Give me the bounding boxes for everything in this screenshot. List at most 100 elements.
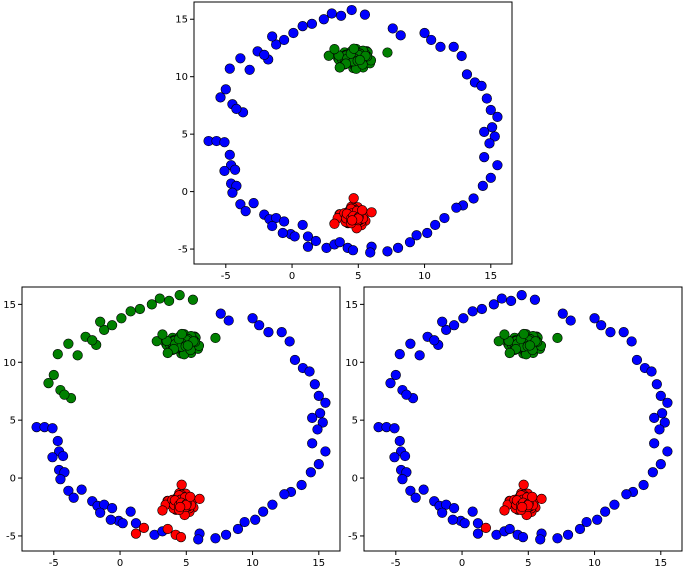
ring-point xyxy=(307,412,318,423)
ring-point xyxy=(626,336,637,347)
ring-point xyxy=(105,514,116,525)
bottom-point-red xyxy=(162,523,173,535)
ring-point xyxy=(484,138,495,149)
ring-point xyxy=(481,93,492,104)
ring-point xyxy=(52,435,63,447)
ring-point xyxy=(394,349,405,360)
ring-point xyxy=(449,503,460,514)
ring-point xyxy=(392,242,404,254)
bottom-point xyxy=(472,528,484,539)
ring-point xyxy=(389,423,400,434)
ring-point xyxy=(220,529,232,540)
x-tick-label: 0 xyxy=(117,558,123,569)
ring-point xyxy=(459,518,470,529)
ring-point xyxy=(429,335,440,346)
ring-point xyxy=(487,122,498,133)
green-cluster-point xyxy=(552,332,563,344)
x-tick-label: -5 xyxy=(221,271,231,282)
ring-point xyxy=(302,231,314,242)
ring-point xyxy=(492,111,503,123)
ring-point xyxy=(397,474,408,485)
y-tick-label: 15 xyxy=(345,300,358,311)
ring-point xyxy=(581,516,592,528)
ring-point xyxy=(657,408,668,419)
points-layer xyxy=(373,290,673,545)
axes-frame xyxy=(363,286,683,552)
ring-point xyxy=(219,165,230,177)
ring-point xyxy=(215,308,226,319)
bottom-point xyxy=(334,237,345,248)
ring-point xyxy=(476,303,488,315)
ring-point xyxy=(461,69,473,80)
ring-point xyxy=(655,390,666,401)
red-cluster-point xyxy=(157,505,168,516)
green-cluster-point xyxy=(329,44,340,55)
ring-point xyxy=(276,327,287,338)
ring-point xyxy=(638,479,649,491)
ring-point xyxy=(248,198,259,209)
y-tick-label: 5 xyxy=(182,130,188,141)
ring-point-green xyxy=(43,378,54,389)
ring-point xyxy=(401,389,412,400)
red-cluster-point xyxy=(536,493,547,504)
green-cluster-point xyxy=(499,329,510,340)
ring-point xyxy=(649,412,660,423)
green-cluster-point xyxy=(162,347,173,359)
ring-point xyxy=(404,237,416,248)
x-tick-label: 10 xyxy=(246,558,259,569)
ring-point xyxy=(430,219,441,231)
ring-point xyxy=(320,446,331,457)
ring-point xyxy=(258,506,269,517)
ring-point-green xyxy=(163,295,175,306)
ring-point xyxy=(649,438,660,449)
ring-point xyxy=(279,489,290,500)
ring-point xyxy=(492,160,503,171)
ring-point xyxy=(618,327,629,338)
green-cluster-point xyxy=(518,328,529,340)
ring-point xyxy=(439,212,450,224)
ring-point xyxy=(267,499,278,510)
ring-point-green xyxy=(106,320,118,331)
ring-point xyxy=(389,452,400,463)
ring-point xyxy=(485,172,496,183)
ring-point xyxy=(449,320,460,331)
x-tick-label: 10 xyxy=(588,558,601,569)
green-cluster-point xyxy=(348,43,359,54)
ring-point xyxy=(224,63,235,74)
ring-point xyxy=(411,230,422,241)
ring-point xyxy=(395,30,406,41)
ring-point-green xyxy=(59,389,70,400)
ring-point xyxy=(437,316,448,327)
ring-point xyxy=(227,187,238,198)
axes-frame xyxy=(21,286,341,552)
x-tick-label: 15 xyxy=(484,271,497,282)
x-tick-label: 5 xyxy=(355,271,361,282)
ring-point xyxy=(390,369,401,381)
ring-point xyxy=(385,378,396,389)
ring-point-green xyxy=(52,349,63,360)
ring-point xyxy=(479,152,490,163)
ring-point xyxy=(318,14,329,25)
ring-point-green xyxy=(63,338,74,349)
y-tick-label: 0 xyxy=(10,474,16,485)
ring-point-green xyxy=(48,369,59,381)
ring-point xyxy=(468,193,479,204)
ring-point-green xyxy=(146,299,157,310)
y-tick-label: 5 xyxy=(352,416,358,427)
ring-point-green xyxy=(154,293,165,304)
ring-point xyxy=(448,41,459,52)
ring-point xyxy=(313,390,324,401)
ring-point xyxy=(244,64,255,75)
ring-point-green xyxy=(187,294,199,305)
ring-point xyxy=(659,417,670,428)
ring-point xyxy=(557,308,568,319)
red-cluster-point xyxy=(185,491,196,502)
ring-point xyxy=(359,9,371,20)
ring-point xyxy=(447,514,458,525)
ring-point-green xyxy=(174,290,185,301)
x-tick-label: -5 xyxy=(49,558,59,569)
ring-point xyxy=(472,518,484,529)
ring-point xyxy=(76,484,87,495)
ring-point xyxy=(621,489,632,500)
ring-point xyxy=(220,84,231,95)
